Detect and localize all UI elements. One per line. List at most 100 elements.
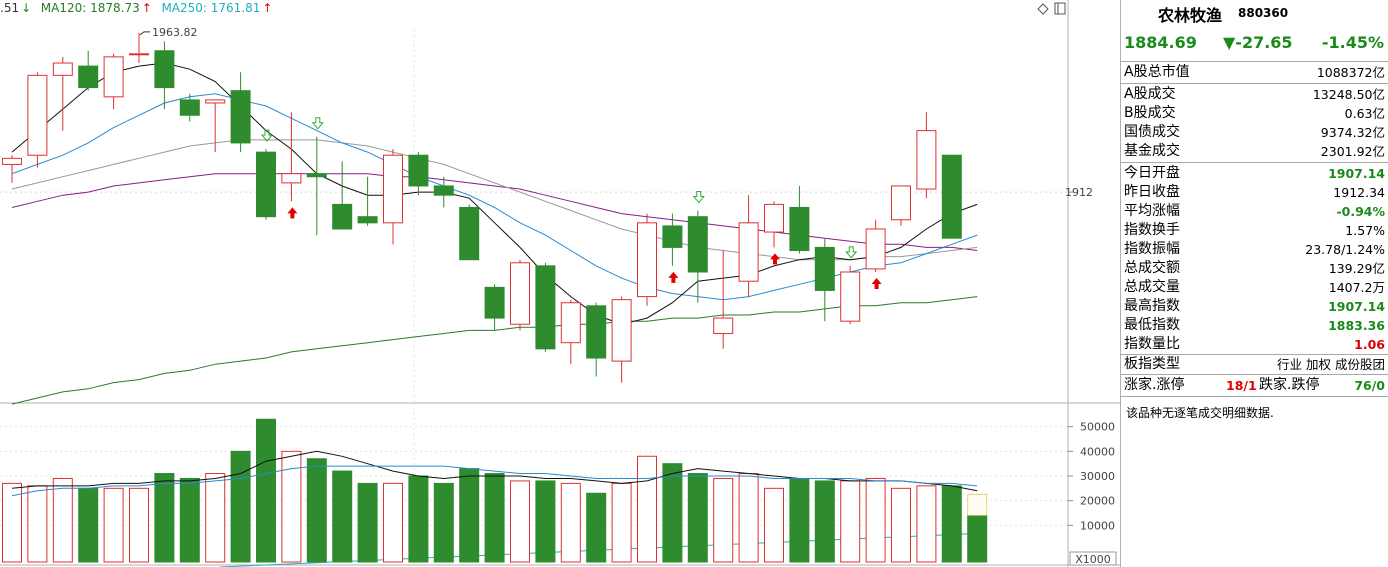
candle-body <box>510 262 530 325</box>
candle-body <box>687 216 708 273</box>
candle-down <box>941 154 962 239</box>
stat-label: 昨日收盘 <box>1124 184 1180 200</box>
candle-down <box>484 284 505 331</box>
candle-up <box>205 99 226 153</box>
stat-label: 基金成交 <box>1124 143 1180 159</box>
volume-bar <box>129 487 149 563</box>
candle-up <box>713 250 734 349</box>
candle-body <box>484 286 505 319</box>
candle-body <box>916 130 937 190</box>
candle-body <box>27 74 48 156</box>
candle-body <box>891 185 911 221</box>
stat-value: 1907.14 <box>1328 299 1385 314</box>
volume-bar <box>611 482 632 563</box>
candle-body <box>738 222 759 282</box>
ma250-text: MA250: 1761.81 <box>161 1 261 15</box>
candle-down <box>78 50 99 91</box>
up-count-value: 18/1 <box>1226 378 1257 393</box>
volume-bar <box>840 480 861 563</box>
candle-body <box>154 50 175 89</box>
volume-bar <box>281 450 302 563</box>
stat-row: A股成交 13248.50亿 <box>1121 85 1388 104</box>
volume-bar <box>738 473 759 563</box>
volume-bar <box>230 450 251 563</box>
candle-body <box>637 222 657 298</box>
candle-body <box>78 65 99 89</box>
index-name: 农林牧渔 <box>1158 6 1223 25</box>
candle-body <box>332 203 353 230</box>
volume-bar <box>433 482 454 563</box>
candle-body <box>713 317 734 334</box>
candle-body <box>611 299 632 362</box>
chart-area[interactable]: 1912 50000 40000 30000 20000 10000 X1000 1963.8… <box>0 0 1120 567</box>
stat-value: 2301.92亿 <box>1320 144 1385 159</box>
candle-up <box>916 112 937 199</box>
volume-bar <box>687 473 708 563</box>
candle-down <box>459 204 480 261</box>
stat-row: 指数换手 1.57% <box>1121 221 1388 240</box>
stat-value: 1907.14 <box>1328 166 1385 181</box>
stat-value: -0.94% <box>1336 204 1385 219</box>
volume-tick-label: 10000 <box>1080 519 1115 532</box>
candle-body <box>103 56 124 98</box>
candle-up <box>738 195 759 297</box>
candle-down <box>687 210 708 303</box>
ref-price-label: 1912 <box>1065 186 1093 199</box>
stat-row: 最低指数 1883.36 <box>1121 316 1388 335</box>
stat-row: 昨日收盘 1912.34 <box>1121 183 1388 202</box>
volume-forecast-bar <box>967 494 988 516</box>
volume-bar <box>103 487 124 563</box>
window-icon <box>1054 2 1066 15</box>
stat-row: 总成交额 139.29亿 <box>1121 259 1388 278</box>
volume-bar <box>154 473 175 563</box>
stat-label: 最低指数 <box>1124 317 1180 333</box>
panel-divider <box>1121 354 1388 355</box>
ma250-arrow: ↑ <box>262 1 273 15</box>
stat-value: 1912.34 <box>1333 185 1385 200</box>
candle-body <box>433 185 454 196</box>
candle-body <box>865 228 886 270</box>
ma60-line <box>11 173 978 251</box>
candle-body <box>560 302 581 344</box>
panel-divider <box>1121 61 1388 62</box>
volume-bar <box>637 455 657 563</box>
volume-bar <box>764 487 784 563</box>
stat-value: 139.29亿 <box>1328 261 1385 276</box>
candle-down <box>230 72 251 153</box>
volume-bar <box>459 468 480 563</box>
volume-tick-label: 30000 <box>1080 470 1115 483</box>
volume-bar <box>865 477 886 563</box>
stat-value: 1883.36 <box>1328 318 1385 333</box>
candle-down <box>357 176 378 226</box>
index-type-value[interactable]: 行业 加权 成份股团 <box>1277 357 1385 372</box>
volume-bar <box>941 485 962 563</box>
stat-value: 23.78/1.24% <box>1305 242 1385 257</box>
index-code: 880360 <box>1238 6 1289 20</box>
candle-body <box>586 305 607 359</box>
stat-value: 1.06 <box>1354 337 1385 352</box>
panel-divider <box>1121 83 1388 84</box>
index-type-label: 板指类型 <box>1124 356 1180 372</box>
buy-arrow-icon <box>871 278 882 289</box>
stat-label: 总成交额 <box>1124 260 1180 276</box>
candle-down <box>662 213 683 266</box>
candle-body <box>941 154 962 239</box>
volume-tick-label: 40000 <box>1080 445 1115 458</box>
candle-up <box>27 72 48 168</box>
candle-up <box>281 112 302 202</box>
ma-legend: .51 ↓ MA120: 1878.73 ↑ MA250: 1761.81 ↑ <box>0 1 274 15</box>
down-count-label: 跌家.跌停 <box>1259 377 1320 393</box>
peak-marker <box>139 31 150 36</box>
volume-bar <box>256 418 276 563</box>
kline-chart[interactable]: 1912 50000 40000 30000 20000 10000 X1000 1963.8… <box>0 0 1120 567</box>
stat-label: 今日开盘 <box>1124 165 1180 181</box>
candle-down <box>179 93 200 122</box>
stat-label: B股成交 <box>1124 105 1176 121</box>
ma20-line <box>11 139 978 261</box>
candle-up <box>2 155 22 183</box>
volume-bar <box>586 492 607 563</box>
stat-row: 今日开盘 1907.14 <box>1121 164 1388 183</box>
volume-bar <box>713 477 734 563</box>
volume-bar <box>814 480 835 563</box>
candle-down <box>332 161 353 230</box>
